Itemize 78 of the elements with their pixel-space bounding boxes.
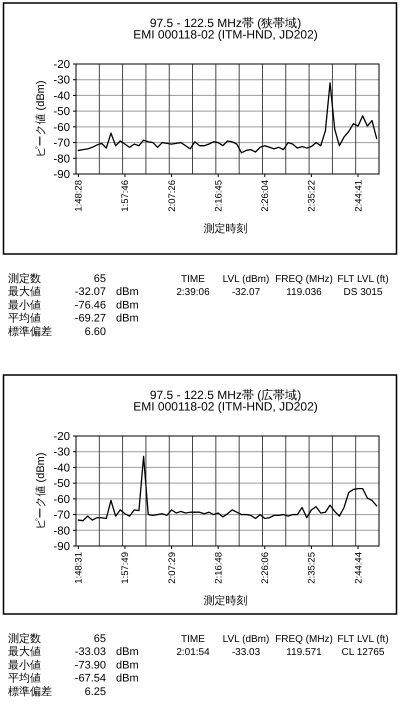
text: 標準偏差 (8, 686, 52, 698)
y-tick-label: -30 (53, 446, 70, 459)
x-tick-label: 1:48:31 (74, 552, 85, 584)
text: FLT LVL (ft) (337, 634, 389, 645)
x-tick-label: 2:35:25 (306, 552, 318, 584)
text: FREQ (MHz) (275, 634, 333, 645)
y-axis-title: ピーク値 (dBm) (35, 452, 47, 530)
y-tick-label: -40 (53, 90, 70, 102)
y-tick-label: -60 (53, 122, 70, 134)
text: -32.07 (232, 287, 261, 298)
x-tick-label: 1:57:49 (120, 552, 132, 584)
text: TIME (181, 274, 206, 285)
x-tick-label: 2:44:41 (353, 180, 364, 212)
text: DS 3015 (344, 287, 383, 298)
x-tick-label: 1:57:46 (120, 180, 132, 212)
x-axis-title: 測定時刻 (204, 594, 248, 607)
text: 119.571 (286, 647, 322, 658)
text: dBm (116, 299, 139, 312)
x-tick-label: 2:35:22 (306, 180, 318, 212)
text: dBm (116, 286, 139, 298)
text: LVL (dBm) (222, 274, 270, 285)
text: 65 (94, 633, 106, 645)
text: 65 (94, 273, 106, 285)
x-tick-label: 2:26:04 (260, 180, 272, 212)
text: 標準偏差 (8, 326, 52, 338)
text: 最大値 (8, 285, 41, 298)
y-tick-label: -20 (53, 431, 70, 443)
y-axis-title: ピーク値 (dBm) (35, 80, 47, 158)
text: 最小値 (8, 298, 41, 312)
y-tick-label: -50 (53, 106, 70, 118)
y-tick-label: -80 (53, 153, 70, 166)
text: 平均値 (8, 312, 41, 325)
x-tick-label: 2:26:06 (260, 552, 272, 584)
x-tick-label: 2:07:29 (166, 552, 178, 584)
text: 最小値 (8, 658, 41, 672)
text: 2:39:06 (176, 287, 210, 298)
text: -33.03 (74, 646, 106, 658)
text: dBm (116, 672, 139, 685)
text: -73.90 (74, 659, 106, 672)
x-tick-label: 2:16:48 (213, 552, 224, 584)
chart-title: 97.5 - 122.5 MHz帯 (狭帯域) (150, 16, 302, 30)
text: -69.27 (74, 312, 106, 325)
chart-title: 97.5 - 122.5 MHz帯 (広帯域) (150, 388, 302, 402)
text: 測定数 (8, 632, 41, 645)
text: 最大値 (8, 645, 41, 658)
text: 測定数 (8, 272, 41, 285)
text: -67.54 (74, 672, 106, 685)
x-tick-label: 2:44:44 (353, 552, 364, 584)
y-tick-label: -40 (53, 462, 70, 474)
text: -32.07 (74, 286, 106, 298)
text: 6.60 (84, 326, 106, 338)
text: FLT LVL (ft) (337, 274, 389, 285)
y-tick-label: -30 (53, 74, 70, 87)
y-tick-label: -80 (53, 525, 70, 538)
text: 2:01:54 (176, 647, 210, 658)
text: LVL (dBm) (222, 634, 270, 645)
x-tick-label: 1:48:28 (74, 180, 85, 212)
text: 6.25 (84, 686, 106, 698)
text: 119.036 (286, 287, 322, 298)
y-tick-label: -90 (53, 169, 70, 181)
x-axis-title: 測定時刻 (204, 222, 248, 235)
text: TIME (181, 634, 206, 645)
y-tick-label: -20 (53, 59, 70, 71)
y-tick-label: -70 (53, 510, 70, 522)
x-tick-label: 2:16:45 (213, 180, 224, 212)
y-tick-label: -50 (53, 478, 70, 490)
text: -76.46 (74, 299, 106, 312)
y-tick-label: -60 (53, 494, 70, 506)
text: dBm (116, 646, 139, 658)
text: -33.03 (232, 647, 261, 658)
text: FREQ (MHz) (275, 274, 333, 285)
y-tick-label: -90 (53, 541, 70, 553)
text: 平均値 (8, 672, 41, 685)
x-tick-label: 2:07:26 (166, 180, 178, 212)
y-tick-label: -70 (53, 138, 70, 150)
text: dBm (116, 312, 139, 325)
text: CL 12765 (342, 647, 385, 658)
text: dBm (116, 659, 139, 672)
